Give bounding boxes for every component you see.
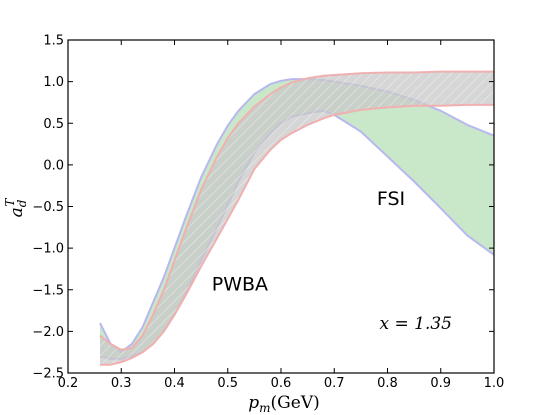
y-axis-sup: T bbox=[3, 198, 17, 207]
annotation-0: FSI bbox=[377, 188, 405, 210]
x-tick-label: 0.3 bbox=[111, 376, 132, 391]
y-tick-label: 1.0 bbox=[43, 75, 64, 90]
annotations: FSI PWBA x = 1.35 bbox=[212, 188, 452, 334]
x-tick-label: 0.8 bbox=[377, 376, 398, 391]
x-tick-label: 0.6 bbox=[271, 376, 292, 391]
band-0-fill bbox=[100, 79, 494, 359]
x-tick-label: 0.4 bbox=[164, 376, 185, 391]
x-tick-label: 0.2 bbox=[58, 376, 79, 391]
x-axis-sub: m bbox=[259, 401, 270, 415]
annotation-1: PWBA bbox=[212, 274, 268, 296]
band-1-lower-edge bbox=[100, 103, 494, 366]
y-axis-title: adT bbox=[3, 198, 29, 218]
x-tick-label: 0.9 bbox=[430, 376, 451, 391]
x-axis: 0.2 0.3 0.4 0.5 0.6 0.7 0.8 0.9 1.0 bbox=[58, 40, 505, 391]
x-tick-label: 1.0 bbox=[484, 376, 505, 391]
y-tick-label: 1.5 bbox=[43, 34, 64, 49]
y-tick-label: −0.5 bbox=[32, 200, 64, 215]
y-axis-var: a bbox=[7, 207, 27, 217]
x-axis-title: pm(GeV) bbox=[248, 393, 319, 415]
x-axis-unit: (GeV) bbox=[271, 393, 320, 413]
y-tick-label: −1.0 bbox=[32, 242, 64, 257]
x-tick-label: 0.5 bbox=[217, 376, 238, 391]
x-axis-var: p bbox=[248, 393, 259, 413]
x-tick-label: 0.7 bbox=[324, 376, 345, 391]
y-axis: −2.5 −2.0 −1.5 −1.0 −0.5 0.0 0.5 1.0 1.5 bbox=[32, 34, 494, 382]
y-tick-label: 0.0 bbox=[43, 158, 64, 173]
y-tick-label: −1.5 bbox=[32, 283, 64, 298]
y-axis-sub: d bbox=[15, 199, 29, 207]
annotation-2: x = 1.35 bbox=[380, 314, 453, 334]
band-1-upper-edge bbox=[99, 70, 494, 351]
y-tick-label: −2.5 bbox=[32, 367, 64, 382]
y-tick-label: 0.5 bbox=[43, 117, 64, 132]
y-tick-label: −2.0 bbox=[32, 325, 64, 340]
bands bbox=[99, 70, 494, 366]
